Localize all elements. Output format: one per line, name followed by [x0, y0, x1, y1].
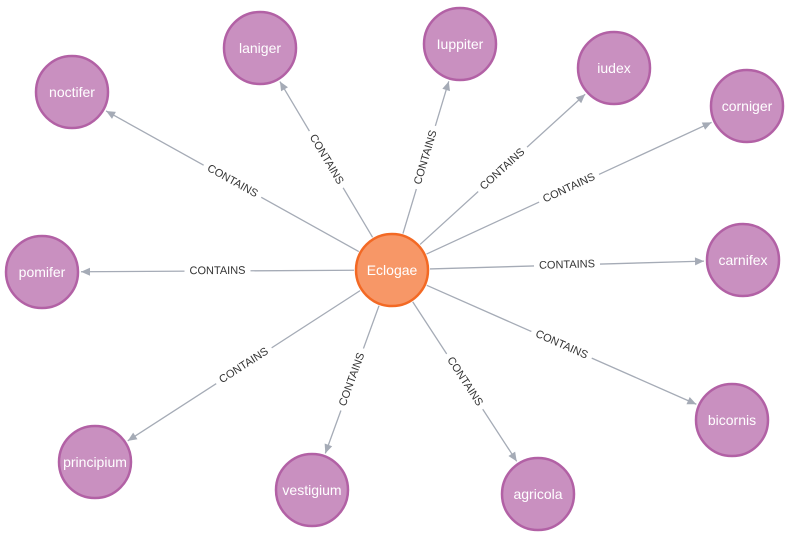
node-iudex[interactable]: iudex — [576, 30, 652, 106]
edge-label-group: CONTAINS — [533, 257, 601, 273]
node-circle — [57, 424, 133, 500]
edge-iudex[interactable]: CONTAINS — [419, 93, 586, 245]
edge-vestigium[interactable]: CONTAINS — [324, 305, 380, 454]
node-laniger[interactable]: laniger — [222, 10, 298, 86]
edge-label-group: CONTAINS — [409, 123, 443, 192]
node-label: laniger — [239, 40, 281, 56]
edge-noctifer[interactable]: CONTAINS — [105, 110, 360, 253]
edge-label-group: CONTAINS — [200, 159, 265, 204]
edge-label-group: CONTAINS — [212, 341, 276, 390]
node-label: corniger — [722, 98, 773, 114]
node-label: noctifer — [49, 84, 95, 100]
node-circle — [709, 68, 785, 144]
edge-label: CONTAINS — [478, 146, 528, 193]
node-bicornis[interactable]: bicornis — [694, 382, 770, 458]
edge-laniger[interactable]: CONTAINS — [279, 81, 374, 238]
node-circle — [705, 222, 781, 298]
edge-label-group: CONTAINS — [184, 263, 251, 279]
arrow-head — [575, 94, 586, 104]
edge-label-background — [536, 168, 602, 209]
node-agricola[interactable]: agricola — [500, 456, 576, 532]
node-label: bicornis — [708, 412, 756, 428]
node-label: iudex — [597, 60, 630, 76]
edge-label-background — [184, 263, 251, 279]
edge-label: CONTAINS — [217, 345, 271, 385]
arrow-head — [686, 396, 697, 405]
node-pomifer[interactable]: pomifer — [4, 234, 80, 310]
edge-label-group: CONTAINS — [334, 346, 371, 413]
edge-label-background — [528, 325, 595, 365]
node-circle — [422, 6, 498, 82]
node-circle — [694, 382, 770, 458]
edge-label: CONTAINS — [205, 162, 260, 200]
node-carnifex[interactable]: carnifex — [705, 222, 781, 298]
node-circle — [500, 456, 576, 532]
edge-label: CONTAINS — [444, 355, 485, 408]
edge-carnifex[interactable]: CONTAINS — [429, 257, 705, 273]
node-circle — [354, 232, 430, 308]
edge-label-group: CONTAINS — [473, 141, 532, 197]
node-label: pomifer — [19, 264, 66, 280]
node-eclogae[interactable]: Eclogae — [354, 232, 430, 308]
arrow-head — [442, 81, 451, 92]
edge-label-background — [440, 350, 489, 414]
edge-label-background — [473, 141, 532, 197]
edge-label-background — [533, 257, 601, 273]
arrow-head — [694, 257, 705, 266]
node-principium[interactable]: principium — [57, 424, 133, 500]
arrow-head — [106, 110, 116, 119]
edge-label: CONTAINS — [539, 258, 595, 272]
node-circle — [274, 452, 350, 528]
arrow-head — [324, 443, 333, 454]
edge-label-background — [334, 346, 371, 413]
node-label: vestigium — [282, 482, 341, 498]
edge-label-group: CONTAINS — [528, 325, 595, 365]
edge-label-group: CONTAINS — [303, 127, 350, 192]
node-circle — [222, 10, 298, 86]
edge-label-background — [200, 159, 265, 204]
edge-label: CONTAINS — [541, 171, 597, 205]
node-circle — [4, 234, 80, 310]
edge-label-group: CONTAINS — [536, 168, 602, 209]
edge-label: CONTAINS — [307, 132, 346, 186]
arrow-head — [80, 267, 91, 276]
edge-corniger[interactable]: CONTAINS — [426, 121, 712, 255]
nodes-layer: noctifer laniger Iuppiter iudex corniger carn… — [4, 6, 785, 532]
node-label: Iuppiter — [437, 36, 484, 52]
edge-label: CONTAINS — [412, 129, 440, 186]
edge-label-background — [409, 123, 443, 192]
arrow-head — [701, 122, 712, 130]
edge-pomifer[interactable]: CONTAINS — [80, 263, 355, 279]
edge-agricola[interactable]: CONTAINS — [412, 301, 518, 462]
node-label: agricola — [513, 486, 562, 502]
node-corniger[interactable]: corniger — [709, 68, 785, 144]
node-noctifer[interactable]: noctifer — [34, 54, 110, 130]
node-circle — [576, 30, 652, 106]
node-label: carnifex — [718, 252, 767, 268]
edge-label: CONTAINS — [533, 328, 589, 362]
node-circle — [34, 54, 110, 130]
node-iuppiter[interactable]: Iuppiter — [422, 6, 498, 82]
node-label: Eclogae — [367, 262, 418, 278]
arrow-head — [279, 81, 288, 92]
edge-label-background — [212, 341, 276, 390]
edge-label-background — [303, 127, 350, 192]
node-vestigium[interactable]: vestigium — [274, 452, 350, 528]
edge-principium[interactable]: CONTAINS — [127, 290, 361, 442]
arrow-head — [127, 432, 138, 441]
edge-label-group: CONTAINS — [440, 350, 489, 414]
edge-iuppiter[interactable]: CONTAINS — [402, 81, 451, 234]
edge-label: CONTAINS — [189, 265, 245, 277]
arrow-head — [508, 451, 517, 462]
node-label: principium — [63, 454, 127, 470]
